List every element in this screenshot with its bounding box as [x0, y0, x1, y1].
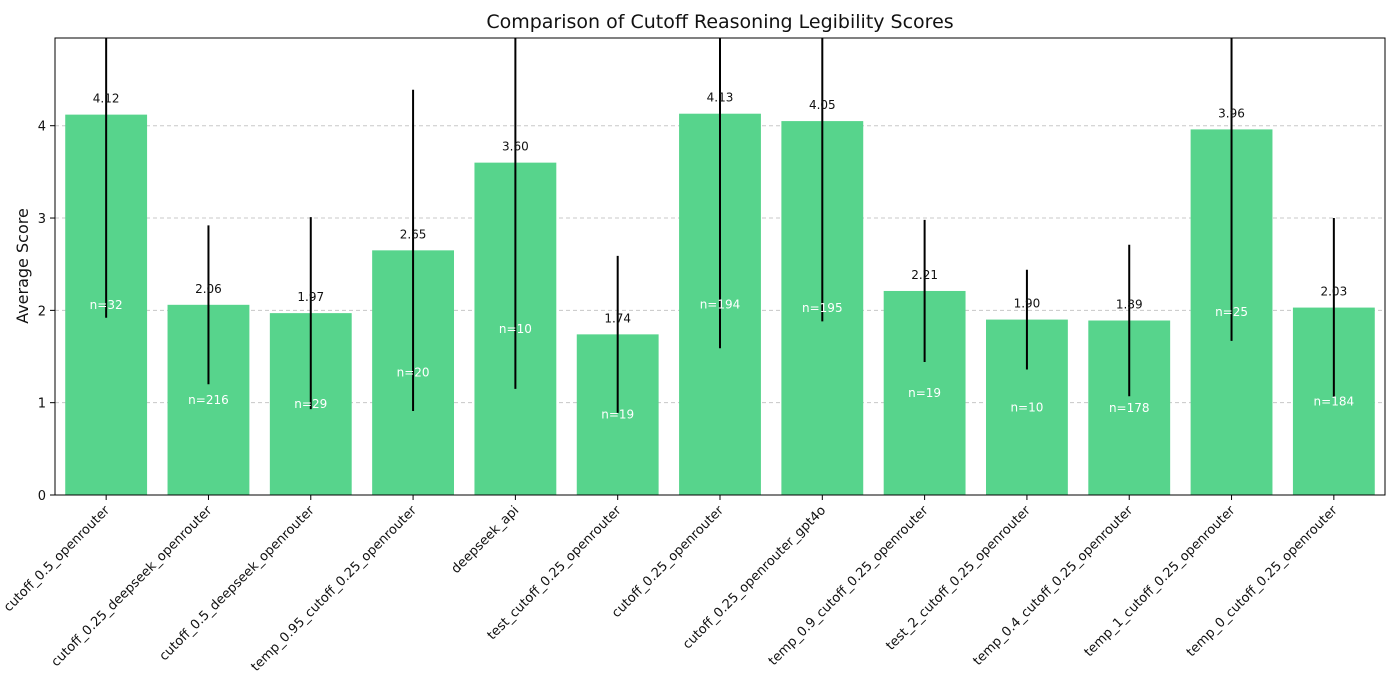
- x-tick-label: cutoff_0.5_openrouter: [1, 503, 113, 615]
- x-tick-label: cutoff_0.25_openrouter: [609, 503, 727, 621]
- value-label: 1.89: [1116, 298, 1143, 312]
- value-label: 1.97: [297, 290, 324, 304]
- count-label: n=10: [499, 322, 532, 336]
- y-tick-label: 0: [38, 489, 46, 504]
- x-tick-label: temp_0.95_cutoff_0.25_openrouter: [248, 503, 420, 675]
- x-tick-label: deepseek_api: [449, 503, 523, 577]
- bars: [65, 113, 1375, 496]
- value-label: 4.05: [809, 98, 836, 112]
- count-label: n=178: [1109, 401, 1150, 415]
- value-label: 3.96: [1218, 106, 1245, 120]
- count-label: n=216: [188, 393, 229, 407]
- y-tick-label: 1: [38, 397, 46, 412]
- value-label: 2.65: [400, 227, 427, 241]
- value-label: 2.21: [911, 268, 938, 282]
- count-label: n=20: [397, 366, 430, 380]
- error-bars: [105, 38, 1335, 413]
- y-axis-ticks: 0 1 2 3 4: [38, 120, 55, 504]
- chart-title: Comparison of Cutoff Reasoning Legibilit…: [486, 11, 953, 33]
- y-tick-label: 4: [38, 120, 46, 135]
- x-tick-label: temp_0.4_cutoff_0.25_openrouter: [970, 503, 1136, 669]
- x-axis-ticks: cutoff_0.5_openroutercutoff_0.25_deepsee…: [1, 495, 1341, 675]
- x-tick-label: temp_0.9_cutoff_0.25_openrouter: [766, 503, 932, 669]
- count-label: n=195: [802, 301, 843, 315]
- y-tick-label: 3: [38, 212, 46, 227]
- value-label: 3.60: [502, 140, 529, 154]
- y-axis-label: Average Score: [13, 208, 32, 324]
- value-label: 2.06: [195, 282, 222, 296]
- count-label: n=25: [1215, 305, 1248, 319]
- count-label: n=19: [601, 408, 634, 422]
- data-labels: 4.12 n=32 2.06 n=216 1.97 n=29 2.65 n=20 3.60 n=1…: [90, 91, 1354, 422]
- value-label: 1.90: [1014, 297, 1041, 311]
- count-label: n=32: [90, 298, 123, 312]
- x-tick-label: cutoff_0.25_deepseek_openrouter: [49, 503, 216, 670]
- count-label: n=19: [908, 386, 941, 400]
- y-tick-label: 2: [38, 304, 46, 319]
- count-label: n=29: [294, 397, 327, 411]
- value-label: 1.74: [604, 311, 631, 325]
- count-label: n=184: [1314, 394, 1355, 408]
- value-label: 2.03: [1320, 285, 1347, 299]
- count-label: n=10: [1010, 400, 1043, 414]
- count-label: n=194: [700, 297, 741, 311]
- value-label: 4.12: [93, 92, 120, 106]
- value-label: 4.13: [707, 91, 734, 105]
